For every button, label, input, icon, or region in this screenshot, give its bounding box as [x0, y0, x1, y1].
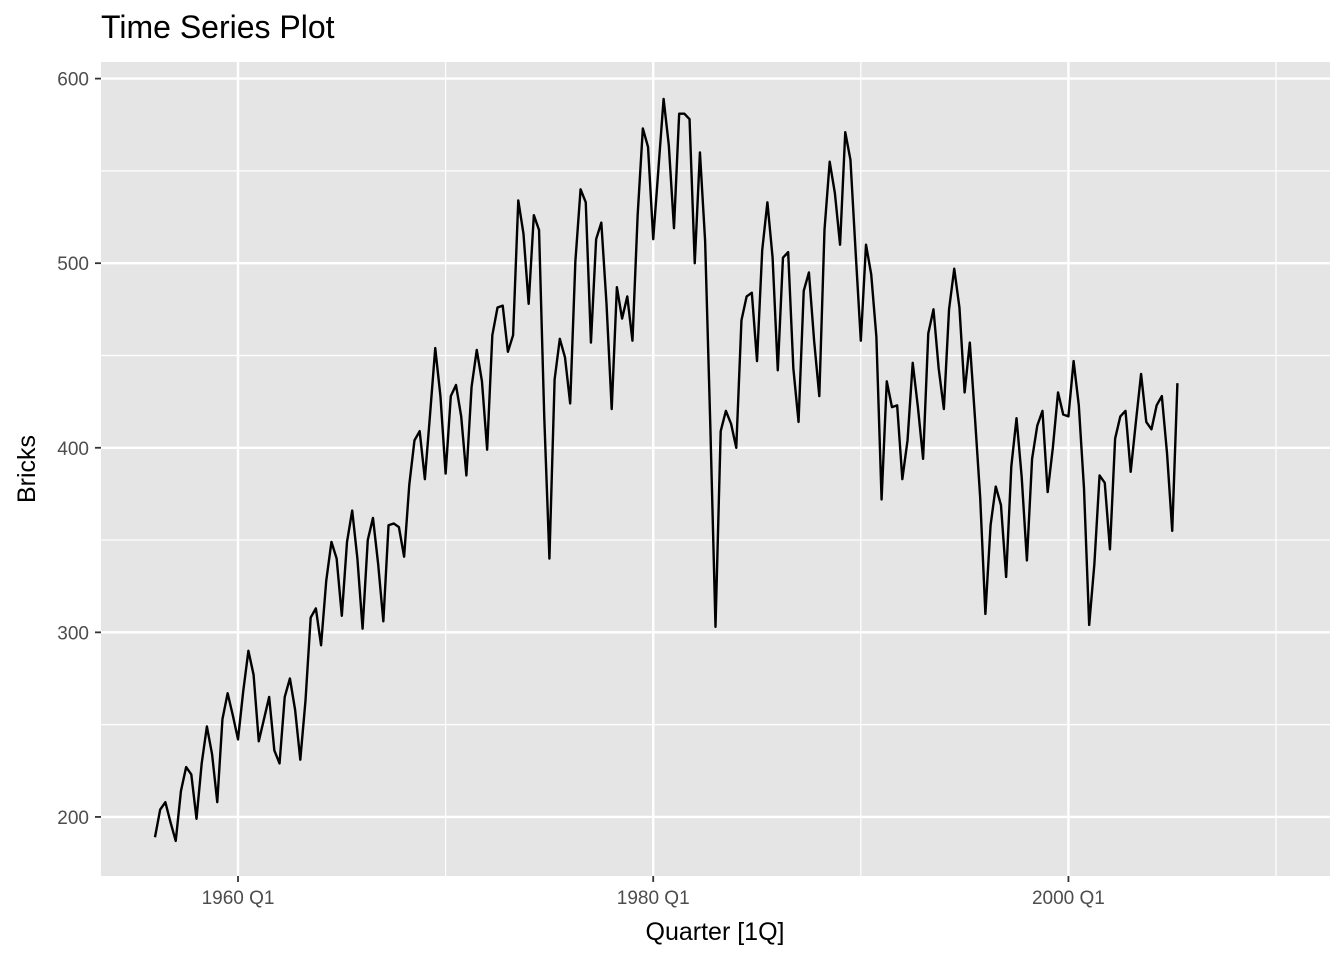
y-axis: 200 300 400 500 600 [57, 70, 101, 829]
series-layer [153, 97, 1179, 843]
y-tick-label: 200 [57, 808, 89, 829]
x-tick-label: 1960 Q1 [202, 888, 275, 909]
y-tick-label: 300 [57, 623, 89, 644]
y-tick-label: 400 [57, 439, 89, 460]
y-axis-label: Bricks [13, 435, 41, 503]
x-axis-label: Quarter [1Q] [646, 918, 785, 946]
x-tick-label: 1980 Q1 [617, 888, 690, 909]
y-tick-label: 600 [57, 70, 89, 91]
x-axis: 1960 Q1 1980 Q1 2000 Q1 [202, 876, 1105, 909]
chart-title: Time Series Plot [101, 9, 335, 45]
series-line [153, 97, 1179, 843]
plot-panel [101, 62, 1330, 876]
x-tick-label: 2000 Q1 [1032, 888, 1105, 909]
y-tick-label: 500 [57, 254, 89, 275]
